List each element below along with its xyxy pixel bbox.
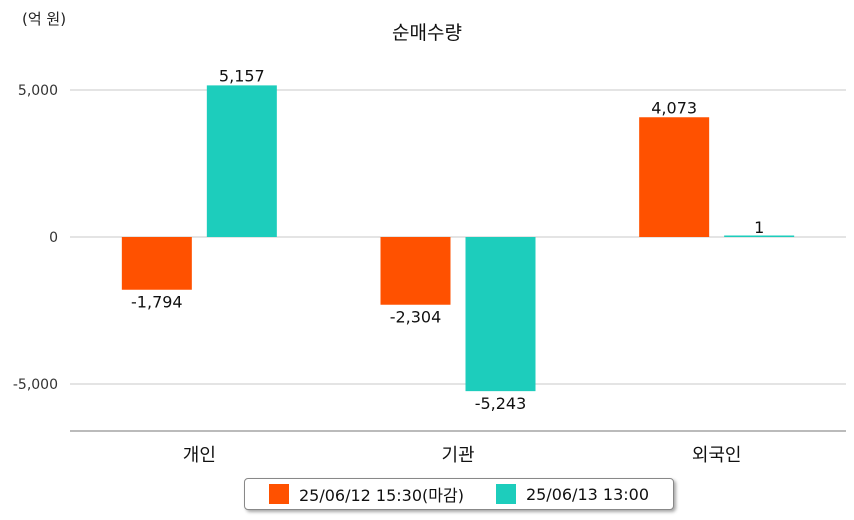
chart-title: 순매수량 <box>392 22 462 44</box>
legend-swatch-series-2 <box>495 484 516 504</box>
bar <box>724 235 795 237</box>
legend-swatch-series-1 <box>268 484 289 504</box>
bar <box>639 117 710 237</box>
bar <box>465 237 536 392</box>
unit-label: (억 원) <box>22 10 67 28</box>
bar <box>121 237 192 290</box>
y-tick-label: -5,000 <box>13 377 58 393</box>
y-tick-label: 5,000 <box>18 83 58 99</box>
x-tick-label: 외국인 <box>692 445 742 466</box>
data-label: 1 <box>754 218 764 237</box>
y-tick-label: 0 <box>49 230 58 246</box>
data-label: 5,157 <box>219 66 265 85</box>
data-label: -2,304 <box>390 308 442 327</box>
legend-item-series-2[interactable]: 25/06/13 13:00 <box>495 484 649 504</box>
bar <box>380 237 451 305</box>
data-label: 4,073 <box>651 98 697 117</box>
data-label: -1,794 <box>131 293 183 312</box>
legend-item-series-1[interactable]: 25/06/12 15:30(마감) <box>268 482 464 506</box>
x-tick-label: 기관 <box>441 445 474 466</box>
x-tick-label: 개인 <box>183 445 216 466</box>
bar <box>206 85 277 237</box>
data-label: -5,243 <box>475 394 527 413</box>
legend-label-series-1: 25/06/12 15:30(마감) <box>298 486 464 505</box>
legend-label-series-2: 25/06/13 13:00 <box>525 484 649 504</box>
legend: 25/06/12 15:30(마감) 25/06/13 13:00 <box>244 478 674 510</box>
